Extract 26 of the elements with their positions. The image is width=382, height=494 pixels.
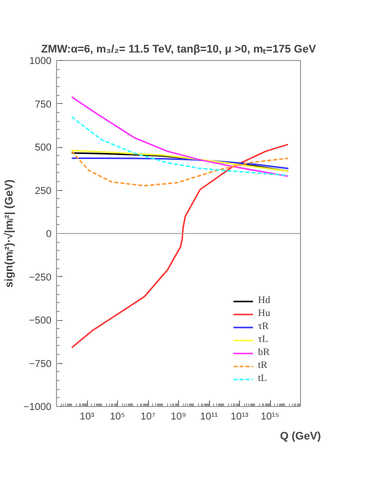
y-tick-label: 750 — [34, 99, 52, 110]
x-tick-label: 10⁵ — [110, 412, 126, 422]
y-tick-label: −500 — [28, 316, 52, 326]
y-tick-label: −1000 — [23, 402, 52, 413]
x-tick-label: 10⁷ — [140, 412, 156, 422]
legend-label: τR — [258, 321, 270, 332]
legend-label: tR — [258, 360, 268, 371]
x-tick-label: 10¹³ — [230, 412, 250, 422]
legend-label: tL — [258, 373, 268, 384]
y-tick-label: 500 — [34, 142, 52, 154]
legend-label: Hd — [258, 295, 272, 306]
x-tick-label: 10¹¹ — [200, 412, 219, 422]
x-tick-label: 10⁹ — [170, 412, 186, 422]
y-axis-title: sign(mᵢ²)·√|mᵢ²| (GeV) — [3, 179, 16, 288]
legend-label: bR — [258, 347, 271, 358]
y-tick-label: −250 — [28, 272, 52, 284]
chart-title: ZMW:α=6, m₃/₂= 11.5 TeV, tanβ=10, μ >0, mₜ=175 GeV — [41, 44, 317, 56]
legend-label: Hu — [258, 308, 272, 319]
y-tick-label: 1000 — [29, 56, 52, 67]
x-axis-title: Q (GeV) — [280, 430, 322, 442]
x-tick-label: 10¹⁵ — [260, 412, 280, 422]
x-tick-label: 10³ — [80, 412, 95, 422]
y-tick-label: −750 — [28, 358, 52, 370]
legend-label: τL — [258, 334, 270, 345]
y-tick-label: 0 — [46, 229, 52, 240]
y-tick-label: 250 — [34, 186, 52, 197]
